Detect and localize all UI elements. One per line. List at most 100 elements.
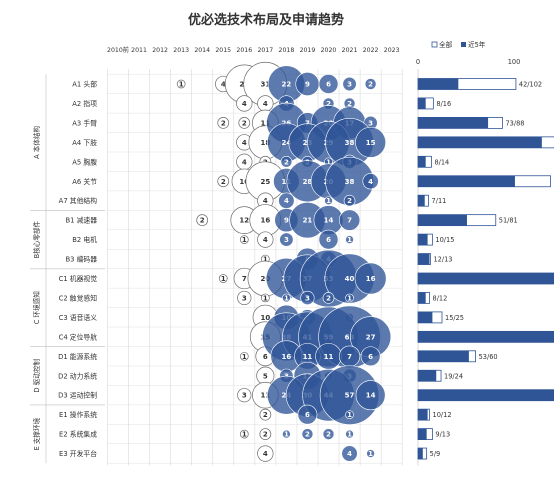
bubble-label: 12 [239, 217, 249, 225]
bubble-label: 2 [221, 178, 226, 186]
row-label: C1 机器视觉 [59, 274, 98, 283]
bubble-label: 1 [263, 294, 268, 302]
bubble [297, 404, 318, 425]
bubble-label: 2 [263, 411, 268, 419]
bar-recent [418, 136, 542, 148]
bubble-label: 1 [221, 275, 226, 283]
bubble-label: 22 [282, 81, 292, 89]
bubble [300, 290, 315, 306]
bubble [345, 235, 354, 244]
bubble-label: 27 [366, 333, 376, 341]
bubble-label: 1 [368, 450, 373, 458]
bar-data-label: 42/102 [519, 81, 542, 89]
bar-data-label: 8/12 [433, 294, 448, 302]
row-label: B3 编码器 [65, 255, 97, 264]
legend-label-recent: 近5年 [468, 40, 486, 49]
bar-data-label: 9/13 [435, 431, 450, 439]
bubble-label: 14 [366, 392, 376, 400]
bubble [261, 293, 270, 303]
group-label: A 本体结构 [32, 125, 41, 158]
bubble [355, 380, 386, 411]
bubble-label: 7 [347, 353, 352, 361]
bubble [282, 293, 291, 303]
bubble-label: 1 [179, 81, 184, 89]
bubble-label: 25 [260, 178, 270, 186]
bubble-label: 4 [284, 197, 289, 205]
bar-recent [418, 175, 515, 187]
x-tick-label: 2021 [342, 47, 358, 54]
bar-data-label: 73/88 [505, 119, 524, 127]
bubble [362, 173, 379, 190]
bubble [338, 209, 361, 231]
bubble-label: 16 [260, 217, 270, 225]
bar-axis-tick-label: 0 [416, 58, 420, 66]
bar-recent [418, 409, 428, 421]
bubble-label: 4 [263, 236, 268, 244]
bubble-label: 2 [305, 431, 310, 439]
row-label: A7 其他结构 [59, 196, 98, 205]
bubble [218, 274, 228, 283]
bubble-label: 6 [326, 236, 331, 244]
bubble-label: 2 [200, 217, 205, 225]
bubble-label: 3 [284, 236, 289, 244]
row-label: C4 定位导航 [59, 332, 98, 341]
bubble-label: 6 [305, 411, 310, 419]
bar-data-label: 51/81 [499, 217, 518, 225]
bubble [196, 214, 209, 227]
bar-recent [418, 350, 469, 362]
bubble-label: 2 [326, 294, 331, 302]
bar-recent [418, 273, 554, 284]
row-label: B2 电机 [72, 235, 97, 244]
bubble-label: 28 [303, 178, 313, 186]
bubble [217, 175, 230, 188]
bubble-label: 24 [282, 139, 292, 147]
bubble-label: 40 [345, 275, 355, 283]
row-label: A2 指项 [72, 99, 97, 108]
bubble [354, 262, 387, 295]
bubble-label: 57 [345, 392, 355, 400]
bubble-label: 1 [242, 431, 247, 439]
bubble-label: 1 [284, 294, 289, 302]
bubble [366, 449, 375, 458]
bubble-label: 11 [303, 353, 313, 361]
bubble [360, 346, 381, 367]
legend-swatch-all [431, 41, 438, 48]
bar-data-label: 15/25 [445, 314, 464, 322]
x-tick-label: 2013 [173, 47, 189, 54]
bubble-label: 63 [345, 333, 355, 341]
legend-label-all: 全部 [439, 40, 453, 49]
x-tick-label: 2014 [194, 47, 210, 54]
row-label: E2 系统集成 [59, 430, 97, 439]
bubble-label: 18 [260, 139, 270, 147]
bubble-label: 1 [347, 411, 352, 419]
x-tick-label: 2022 [363, 47, 379, 54]
group-label: D 驱动控制 [32, 359, 41, 393]
bubble [318, 229, 339, 250]
bar-data-label: 10/12 [433, 411, 452, 419]
bubble-label: 1 [263, 256, 268, 264]
bubble [259, 408, 272, 421]
bar-data-label: 12/13 [433, 256, 452, 264]
row-label: D1 能源系统 [58, 352, 97, 361]
row-label: A1 头部 [72, 80, 97, 89]
bubble-label: 7 [242, 275, 247, 283]
bar-recent [418, 389, 554, 401]
group-label: B核心零部件 [32, 220, 41, 258]
group-label: C 环境感知 [32, 291, 41, 324]
bubble-label: 31 [260, 81, 270, 89]
bubble-label: 11 [324, 353, 334, 361]
row-label: D3 运动控制 [58, 391, 97, 400]
bubble-label: 4 [221, 81, 226, 89]
bubble-label: 1 [242, 353, 247, 361]
bubble [237, 290, 252, 306]
bubble-label: 38 [345, 139, 355, 147]
bar-recent [418, 292, 426, 304]
bubble [217, 117, 230, 129]
chart-title: 优必选技术布局及申请趋势 [188, 12, 344, 28]
bubble-label: 4 [242, 158, 247, 166]
bubble-label: 4 [347, 450, 352, 458]
bubble [282, 429, 291, 439]
bar-recent [418, 331, 554, 343]
bar-recent [418, 156, 426, 168]
